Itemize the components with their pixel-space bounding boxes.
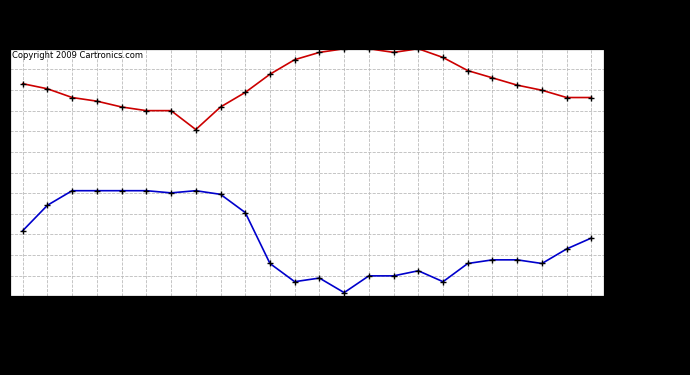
- Text: Copyright 2009 Cartronics.com: Copyright 2009 Cartronics.com: [12, 51, 143, 60]
- Text: Outdoor Temperature (vs) Dew Point (Last 24 Hours) 20090411: Outdoor Temperature (vs) Dew Point (Last…: [126, 17, 564, 32]
